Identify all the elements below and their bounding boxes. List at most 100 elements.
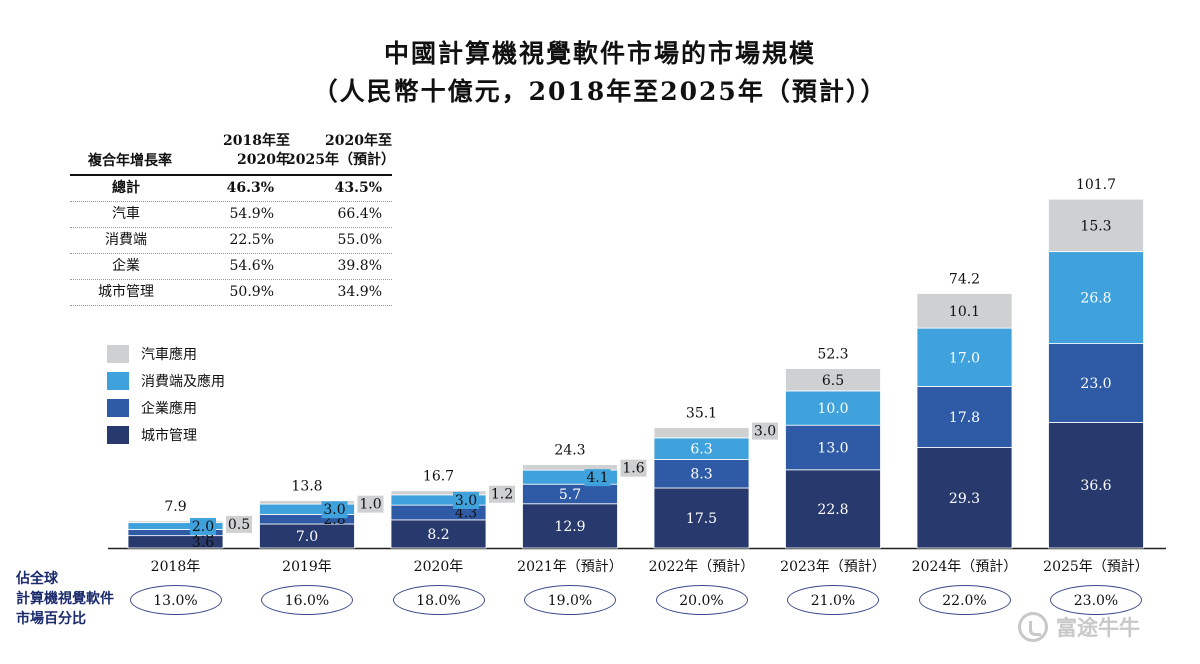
cagr-table-header: 複合年增長率 2018年至 2020年 2020年至 2025年（預計）	[70, 130, 395, 174]
cagr-row-v2: 43.5%	[334, 180, 382, 196]
segment-value-label: 2.0	[192, 519, 214, 535]
segment-value-label: 22.8	[817, 502, 848, 518]
bar-total-label: 7.9	[164, 499, 186, 515]
cagr-row-name: 城市管理	[98, 284, 154, 300]
segment-value-label: 3.0	[323, 502, 345, 518]
bar-total-label: 35.1	[686, 406, 717, 422]
segment-label-box	[620, 459, 647, 477]
bar-segment	[785, 424, 881, 471]
segment-value-label: 3.6	[192, 535, 214, 551]
bar-total-label: 101.7	[1076, 177, 1116, 193]
bar-segment	[390, 490, 487, 496]
cagr-col1-line2: 2020年	[237, 152, 290, 168]
legend-label: 城市管理	[141, 427, 197, 444]
cagr-row-v1: 50.9%	[229, 284, 274, 300]
share-ellipse: 23.0%	[1050, 585, 1142, 615]
bar-segment	[127, 520, 224, 524]
segment-value-label: 1.0	[359, 497, 381, 513]
share-label-line1: 佔全球	[16, 571, 58, 587]
x-tick-label: 2021年（預計）	[517, 559, 623, 575]
legend-item: 城市管理	[107, 421, 225, 448]
bar-segment	[1048, 343, 1144, 423]
cagr-col2-header: 2020年至 2025年（預計）	[286, 132, 395, 170]
watermark: 富途牛牛	[1018, 612, 1140, 642]
segment-label-box	[190, 518, 216, 536]
x-tick-label: 2025年（預計）	[1043, 559, 1149, 575]
cagr-row-name: 汽車	[112, 206, 140, 222]
watermark-logo-icon	[1018, 612, 1048, 642]
share-ellipse: 16.0%	[261, 585, 353, 615]
x-tick-label: 2023年（預計）	[780, 559, 886, 575]
cagr-col2-line1: 2020年至	[325, 133, 392, 149]
segment-value-label: 12.9	[554, 519, 585, 535]
cagr-col1-line1: 2018年至	[223, 133, 290, 149]
legend-swatch	[107, 398, 129, 417]
share-row-label: 佔全球 計算機視覺軟件 市場百分比	[16, 569, 114, 629]
legend-swatch	[107, 344, 129, 363]
segment-value-label: 15.3	[1080, 218, 1111, 234]
legend-swatch	[107, 425, 129, 444]
legend-item: 企業應用	[107, 394, 225, 421]
bar-total-label: 24.3	[554, 443, 585, 459]
cagr-row: 企業 54.6% 39.8%	[70, 254, 392, 280]
legend-label: 企業應用	[141, 400, 197, 417]
x-tick-label: 2019年	[282, 559, 332, 575]
bar-segment	[653, 427, 750, 439]
segment-value-label: 6.5	[822, 373, 844, 389]
segment-value-label: 10.0	[817, 401, 848, 417]
share-ellipse: 22.0%	[918, 585, 1011, 615]
legend-item: 汽車應用	[107, 340, 225, 367]
cagr-row-v2: 39.8%	[337, 258, 382, 274]
bar-segment	[259, 500, 355, 505]
segment-label-box	[226, 515, 252, 533]
chart-subtitle: （人民幣十億元，2018年至2025年（預計））	[312, 77, 888, 106]
legend-swatch	[107, 371, 129, 390]
cagr-row-v1: 46.3%	[226, 180, 274, 196]
segment-value-label: 7.0	[296, 529, 318, 545]
cagr-header-rule	[70, 174, 392, 176]
cagr-row-v2: 55.0%	[337, 232, 382, 248]
cagr-row: 汽車 54.9% 66.4%	[70, 202, 392, 228]
segment-value-label: 29.3	[949, 491, 980, 507]
segment-value-label: 4.1	[586, 470, 608, 486]
chart-title: 中國計算機視覺軟件市場的市場規模	[383, 39, 816, 68]
bar-total-label: 52.3	[817, 347, 848, 363]
cagr-row-v1: 54.9%	[229, 206, 274, 222]
x-tick-label: 2024年（預計）	[912, 559, 1018, 575]
segment-value-label: 0.5	[228, 517, 250, 533]
segment-value-label: 8.3	[690, 467, 712, 483]
segment-value-label: 26.8	[1080, 291, 1111, 307]
bar-total-label: 16.7	[423, 469, 454, 485]
share-ellipse: 21.0%	[787, 585, 879, 615]
segment-value-label: 17.5	[686, 511, 717, 527]
legend-item: 消費端及應用	[107, 367, 225, 394]
segment-value-label: 3.0	[455, 493, 477, 509]
cagr-row-v2: 34.9%	[337, 284, 382, 300]
cagr-table: 複合年增長率 2018年至 2020年 2020年至 2025年（預計） 總計 …	[70, 130, 395, 306]
share-label-line3: 市場百分比	[16, 611, 86, 627]
segment-value-label: 36.6	[1080, 478, 1111, 494]
cagr-col2-line2: 2025年（預計）	[286, 152, 395, 168]
bar-segment	[916, 447, 1013, 549]
cagr-row: 城市管理 50.9% 34.9%	[70, 280, 392, 306]
segment-value-label: 5.7	[559, 487, 581, 503]
watermark-text: 富途牛牛	[1056, 616, 1140, 640]
share-ellipse: 20.0%	[655, 585, 748, 615]
bar-segment	[1048, 198, 1144, 253]
segment-value-label: 23.0	[1080, 376, 1111, 392]
segment-label-box	[321, 501, 348, 519]
segment-value-label: 3.0	[754, 424, 776, 440]
bar-total-label: 74.2	[949, 271, 980, 287]
segment-label-box	[584, 469, 611, 487]
segment-value-label: 13.0	[817, 441, 848, 457]
segment-label-box	[489, 485, 515, 503]
cagr-row-v2: 66.4%	[337, 206, 382, 222]
segment-label-box	[752, 422, 778, 440]
segment-label-box	[453, 491, 479, 509]
segment-value-label: 1.2	[491, 487, 513, 503]
share-ellipse: 19.0%	[524, 585, 616, 615]
cagr-row-name: 總計	[112, 180, 140, 196]
cagr-row-v1: 54.6%	[229, 258, 274, 274]
bar-total-label: 13.8	[291, 479, 322, 495]
bar-segment	[522, 464, 618, 471]
